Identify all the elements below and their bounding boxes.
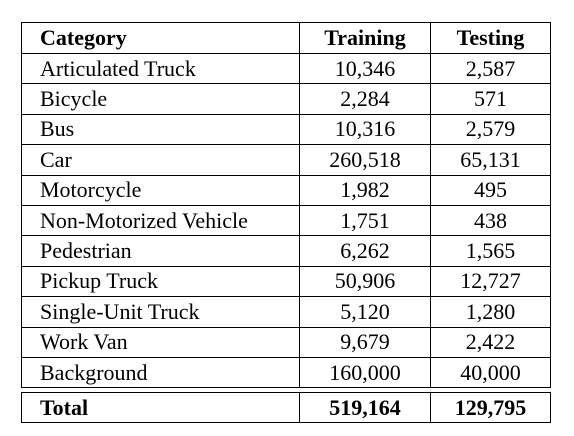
training-cell: 1,982 [299,174,431,206]
header-training: Training [299,22,431,54]
header-row: Category Training Testing [21,22,551,54]
category-cell: Pickup Truck [21,265,300,297]
training-cell: 6,262 [299,235,431,267]
training-cell: 2,284 [299,83,431,115]
training-cell: 5,120 [299,296,431,328]
category-cell: Motorcycle [21,174,300,206]
testing-cell: 12,727 [430,265,551,297]
total-testing: 129,795 [430,392,551,424]
testing-cell: 40,000 [430,356,551,389]
training-cell: 160,000 [299,356,431,389]
category-cell: Bicycle [21,83,300,115]
header-testing: Testing [430,22,551,54]
training-cell: 260,518 [299,144,431,176]
table-row: Pickup Truck 50,906 12,727 [21,265,551,297]
total-training: 519,164 [299,392,431,424]
testing-cell: 1,280 [430,296,551,328]
category-cell: Pedestrian [21,235,300,267]
testing-cell: 495 [430,174,551,206]
table-row: Articulated Truck 10,346 2,587 [21,52,551,84]
testing-cell: 2,579 [430,113,551,145]
table-row: Work Van 9,679 2,422 [21,326,551,358]
table-footer: Total 519,164 129,795 [21,388,551,424]
training-cell: 50,906 [299,265,431,297]
table-row: Motorcycle 1,982 495 [21,174,551,206]
category-cell: Background [21,356,300,389]
testing-cell: 2,587 [430,52,551,84]
testing-cell: 1,565 [430,235,551,267]
table-row: Background 160,000 40,000 [21,356,551,389]
training-cell: 10,346 [299,52,431,84]
training-cell: 9,679 [299,326,431,358]
testing-cell: 438 [430,204,551,236]
table-row: Single-Unit Truck 5,120 1,280 [21,296,551,328]
table-body: Articulated Truck 10,346 2,587 Bicycle 2… [21,52,551,389]
table-row: Bus 10,316 2,579 [21,113,551,145]
table-row: Pedestrian 6,262 1,565 [21,235,551,267]
category-cell: Articulated Truck [21,52,300,84]
table-header: Category Training Testing [21,22,551,54]
category-cell: Non-Motorized Vehicle [21,204,300,236]
testing-cell: 2,422 [430,326,551,358]
total-label: Total [21,392,300,424]
table-row: Bicycle 2,284 571 [21,83,551,115]
testing-cell: 571 [430,83,551,115]
category-cell: Single-Unit Truck [21,296,300,328]
category-cell: Work Van [21,326,300,358]
total-row: Total 519,164 129,795 [21,392,551,424]
dataset-split-table: Category Training Testing Articulated Tr… [21,22,551,424]
table-row: Car 260,518 65,131 [21,144,551,176]
category-cell: Car [21,144,300,176]
header-category: Category [21,22,300,54]
training-cell: 1,751 [299,204,431,236]
category-cell: Bus [21,113,300,145]
table-row: Non-Motorized Vehicle 1,751 438 [21,204,551,236]
training-cell: 10,316 [299,113,431,145]
testing-cell: 65,131 [430,144,551,176]
dataset-table-container: Category Training Testing Articulated Tr… [21,22,551,424]
